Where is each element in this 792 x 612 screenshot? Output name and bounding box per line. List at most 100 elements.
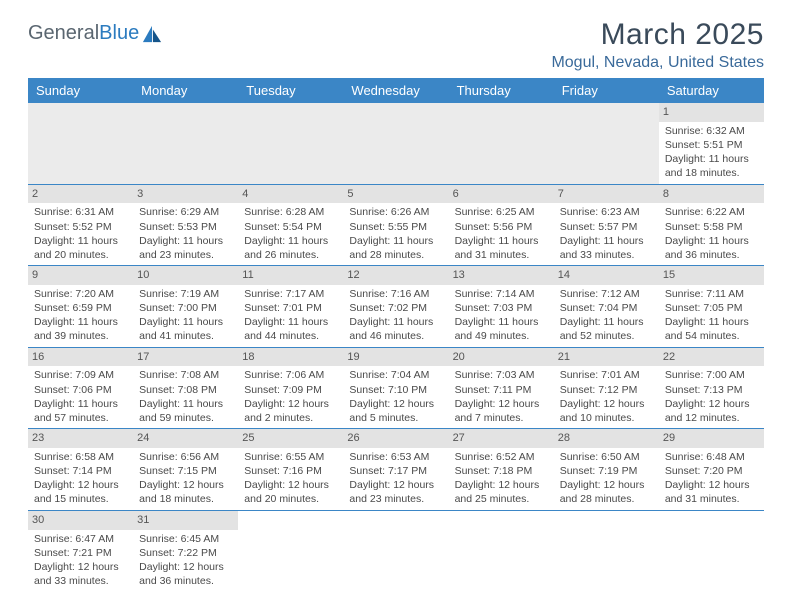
sunset-text: Sunset: 7:12 PM [560, 383, 653, 397]
daylight-text: Daylight: 11 hours and 59 minutes. [139, 397, 232, 425]
daylight-text: Daylight: 12 hours and 28 minutes. [560, 478, 653, 506]
sunrise-text: Sunrise: 6:45 AM [139, 532, 232, 546]
day-details: Sunrise: 7:16 AMSunset: 7:02 PMDaylight:… [347, 287, 444, 344]
day-details: Sunrise: 7:19 AMSunset: 7:00 PMDaylight:… [137, 287, 234, 344]
daylight-text: Daylight: 12 hours and 36 minutes. [139, 560, 232, 588]
calendar-day-cell: 4Sunrise: 6:28 AMSunset: 5:54 PMDaylight… [238, 184, 343, 266]
daylight-text: Daylight: 12 hours and 15 minutes. [34, 478, 127, 506]
calendar-day-cell: 30Sunrise: 6:47 AMSunset: 7:21 PMDayligh… [28, 510, 133, 591]
day-number: 30 [28, 511, 133, 530]
day-details: Sunrise: 6:53 AMSunset: 7:17 PMDaylight:… [347, 450, 444, 507]
sunrise-text: Sunrise: 7:01 AM [560, 368, 653, 382]
day-details: Sunrise: 6:48 AMSunset: 7:20 PMDaylight:… [663, 450, 760, 507]
daylight-text: Daylight: 11 hours and 26 minutes. [244, 234, 337, 262]
sunset-text: Sunset: 7:03 PM [455, 301, 548, 315]
day-details: Sunrise: 6:26 AMSunset: 5:55 PMDaylight:… [347, 205, 444, 262]
sunrise-text: Sunrise: 6:32 AM [665, 124, 758, 138]
calendar-week-row: 1Sunrise: 6:32 AMSunset: 5:51 PMDaylight… [28, 103, 764, 184]
day-details: Sunrise: 6:31 AMSunset: 5:52 PMDaylight:… [32, 205, 129, 262]
calendar-day-cell [133, 103, 238, 184]
sunset-text: Sunset: 7:10 PM [349, 383, 442, 397]
calendar-day-cell: 14Sunrise: 7:12 AMSunset: 7:04 PMDayligh… [554, 266, 659, 348]
day-number: 9 [28, 266, 133, 285]
weekday-header: Saturday [659, 78, 764, 103]
daylight-text: Daylight: 12 hours and 5 minutes. [349, 397, 442, 425]
calendar-day-cell: 17Sunrise: 7:08 AMSunset: 7:08 PMDayligh… [133, 347, 238, 429]
daylight-text: Daylight: 11 hours and 20 minutes. [34, 234, 127, 262]
daylight-text: Daylight: 11 hours and 36 minutes. [665, 234, 758, 262]
sunset-text: Sunset: 7:17 PM [349, 464, 442, 478]
calendar-day-cell: 15Sunrise: 7:11 AMSunset: 7:05 PMDayligh… [659, 266, 764, 348]
calendar-day-cell: 9Sunrise: 7:20 AMSunset: 6:59 PMDaylight… [28, 266, 133, 348]
calendar-day-cell: 18Sunrise: 7:06 AMSunset: 7:09 PMDayligh… [238, 347, 343, 429]
daylight-text: Daylight: 12 hours and 25 minutes. [455, 478, 548, 506]
calendar-day-cell: 11 Sunrise: 7:17 AMSunset: 7:01 PMDayligh… [238, 266, 343, 348]
calendar-day-cell: 6Sunrise: 6:25 AMSunset: 5:56 PMDaylight… [449, 184, 554, 266]
brand-part1: General [28, 22, 99, 44]
calendar-day-cell [343, 510, 448, 591]
day-number: 25 [238, 429, 343, 448]
day-number: 31 [133, 511, 238, 530]
calendar-day-cell: 10Sunrise: 7:19 AMSunset: 7:00 PMDayligh… [133, 266, 238, 348]
month-title: March 2025 [551, 18, 764, 52]
calendar-day-cell: 2Sunrise: 6:31 AMSunset: 5:52 PMDaylight… [28, 184, 133, 266]
sunrise-text: Sunrise: 6:23 AM [560, 205, 653, 219]
day-details: Sunrise: 6:32 AMSunset: 5:51 PMDaylight:… [663, 124, 760, 181]
sunrise-text: Sunrise: 6:47 AM [34, 532, 127, 546]
sunset-text: Sunset: 7:02 PM [349, 301, 442, 315]
day-number: 17 [133, 348, 238, 367]
sunrise-text: Sunrise: 6:28 AM [244, 205, 337, 219]
calendar-day-cell: 3Sunrise: 6:29 AMSunset: 5:53 PMDaylight… [133, 184, 238, 266]
weekday-header: Sunday [28, 78, 133, 103]
calendar-table: SundayMondayTuesdayWednesdayThursdayFrid… [28, 78, 764, 591]
calendar-day-cell: 26Sunrise: 6:53 AMSunset: 7:17 PMDayligh… [343, 429, 448, 511]
day-details: Sunrise: 6:23 AMSunset: 5:57 PMDaylight:… [558, 205, 655, 262]
sunset-text: Sunset: 7:05 PM [665, 301, 758, 315]
daylight-text: Daylight: 12 hours and 20 minutes. [244, 478, 337, 506]
sunset-text: Sunset: 5:53 PM [139, 220, 232, 234]
day-number: 8 [659, 185, 764, 204]
daylight-text: Daylight: 11 hours and 46 minutes. [349, 315, 442, 343]
sunset-text: Sunset: 5:57 PM [560, 220, 653, 234]
calendar-day-cell: 25Sunrise: 6:55 AMSunset: 7:16 PMDayligh… [238, 429, 343, 511]
day-details: Sunrise: 7:04 AMSunset: 7:10 PMDaylight:… [347, 368, 444, 425]
sunset-text: Sunset: 7:19 PM [560, 464, 653, 478]
day-details: Sunrise: 6:50 AMSunset: 7:19 PMDaylight:… [558, 450, 655, 507]
sunset-text: Sunset: 7:22 PM [139, 546, 232, 560]
day-number: 28 [554, 429, 659, 448]
sunset-text: Sunset: 7:16 PM [244, 464, 337, 478]
day-number: 18 [238, 348, 343, 367]
day-number: 11 [238, 266, 343, 285]
day-number: 23 [28, 429, 133, 448]
daylight-text: Daylight: 12 hours and 18 minutes. [139, 478, 232, 506]
sunset-text: Sunset: 5:58 PM [665, 220, 758, 234]
calendar-week-row: 30 Sunrise: 6:47 AMSunset: 7:21 PM Dayligh… [28, 510, 764, 591]
sunrise-text: Sunrise: 6:53 AM [349, 450, 442, 464]
sunset-text: Sunset: 5:54 PM [244, 220, 337, 234]
sunset-text: Sunset: 7:18 PM [455, 464, 548, 478]
sail-icon [141, 24, 163, 44]
weekday-header: Friday [554, 78, 659, 103]
day-details: Sunrise: 6:45 AMSunset: 7:22 PMDaylight:… [137, 532, 234, 589]
day-number: 5 [343, 185, 448, 204]
day-number: 4 [238, 185, 343, 204]
daylight-text: Daylight: 11 hours and 31 minutes. [455, 234, 548, 262]
calendar-day-cell [659, 510, 764, 591]
sunrise-text: Sunrise: 6:48 AM [665, 450, 758, 464]
sunset-text: Sunset: 7:21 PM [34, 546, 127, 560]
sunrise-text: Sunrise: 7:12 AM [560, 287, 653, 301]
day-details: Sunrise: 7:09 AMSunset: 7:06 PMDaylight:… [32, 368, 129, 425]
calendar-day-cell: 29Sunrise: 6:48 AMSunset: 7:20 PMDayligh… [659, 429, 764, 511]
calendar-day-cell: 7Sunrise: 6:23 AMSunset: 5:57 PMDaylight… [554, 184, 659, 266]
brand-logo: GeneralBlue [28, 22, 163, 45]
brand-name: GeneralBlue [28, 22, 139, 45]
daylight-text: Daylight: 12 hours and 7 minutes. [455, 397, 548, 425]
daylight-text: Daylight: 11 hours and 49 minutes. [455, 315, 548, 343]
calendar-day-cell: 12Sunrise: 7:16 AMSunset: 7:02 PMDayligh… [343, 266, 448, 348]
calendar-day-cell [238, 103, 343, 184]
sunrise-text: Sunrise: 6:56 AM [139, 450, 232, 464]
day-details: Sunrise: 7:03 AMSunset: 7:11 PMDaylight:… [453, 368, 550, 425]
daylight-text: Daylight: 11 hours and 33 minutes. [560, 234, 653, 262]
day-details: Sunrise: 7:17 AMSunset: 7:01 PMDaylight:… [242, 287, 339, 344]
day-details: Sunrise: 6:52 AMSunset: 7:18 PMDaylight:… [453, 450, 550, 507]
